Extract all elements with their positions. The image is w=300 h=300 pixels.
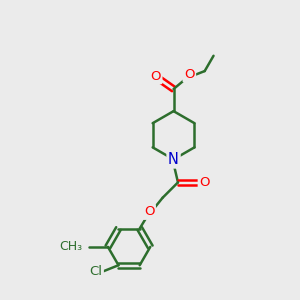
Text: N: N — [168, 152, 179, 167]
Text: O: O — [199, 176, 210, 189]
Text: O: O — [150, 70, 161, 83]
Text: O: O — [184, 68, 195, 81]
Text: O: O — [144, 205, 154, 218]
Text: CH₃: CH₃ — [59, 240, 82, 253]
Text: Cl: Cl — [89, 265, 102, 278]
